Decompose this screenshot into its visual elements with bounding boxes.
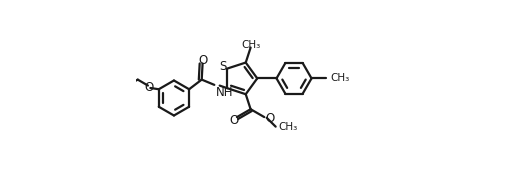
Text: O: O — [229, 113, 238, 126]
Text: O: O — [197, 54, 207, 67]
Text: CH₃: CH₃ — [278, 122, 297, 132]
Text: O: O — [144, 81, 154, 94]
Text: O: O — [265, 112, 274, 125]
Text: CH₃: CH₃ — [240, 40, 260, 50]
Text: NH: NH — [216, 86, 233, 99]
Text: CH₃: CH₃ — [330, 73, 349, 83]
Text: S: S — [219, 60, 226, 73]
